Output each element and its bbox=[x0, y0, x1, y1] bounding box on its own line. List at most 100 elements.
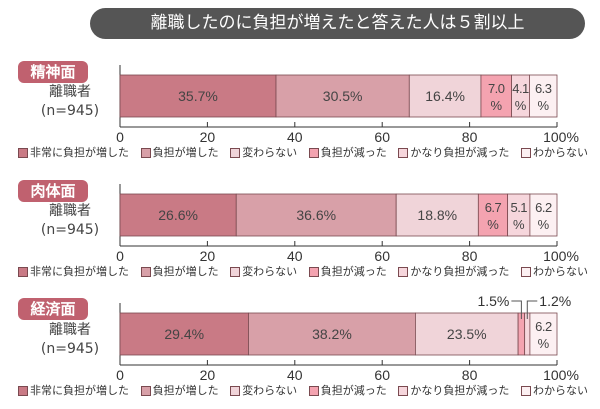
legend-item: わからない bbox=[520, 146, 588, 159]
x-tick-label: 20 bbox=[200, 367, 216, 383]
data-label: 30.5% bbox=[323, 88, 363, 104]
bar-segment bbox=[529, 74, 558, 118]
bar-segment bbox=[415, 312, 519, 356]
x-tick-label: 80 bbox=[462, 367, 478, 383]
legend-swatch bbox=[18, 266, 28, 277]
data-label: 16.4% bbox=[425, 88, 465, 104]
legend-item: 負担が減った bbox=[308, 265, 387, 278]
data-label-unit: % bbox=[538, 336, 550, 351]
x-tick-label: 0 bbox=[116, 248, 124, 264]
legend-swatch bbox=[520, 385, 531, 396]
data-label-unit: % bbox=[537, 98, 549, 113]
legend: 非常に負担が増した 負担が増した 変わらない 負担が減った かなり負担が減った わからない bbox=[18, 384, 588, 397]
x-tick-label: 80 bbox=[462, 129, 478, 145]
legend-item: かなり負担が減った bbox=[398, 384, 509, 397]
group-n: (n=945) bbox=[40, 341, 100, 357]
legend-item: 変わらない bbox=[230, 265, 297, 278]
data-label: 38.2% bbox=[312, 326, 352, 342]
panel-badge-physical: 肉体面 bbox=[18, 180, 88, 202]
data-label: 4.1 bbox=[512, 81, 529, 96]
legend-label: 変わらない bbox=[242, 146, 298, 159]
panel-badge-economic: 経済面 bbox=[18, 298, 88, 320]
group-name: 離職者 bbox=[49, 84, 91, 100]
bar-segment bbox=[119, 193, 237, 237]
legend-label: 非常に負担が増した bbox=[30, 265, 129, 278]
legend-label: 非常に負担が増した bbox=[30, 384, 129, 397]
legend-swatch bbox=[398, 385, 409, 396]
group-label: 離職者 (n=945) bbox=[30, 83, 110, 121]
legend-item: 非常に負担が増した bbox=[18, 265, 129, 278]
legend-item: 変わらない bbox=[230, 384, 297, 397]
x-tick-label: 0 bbox=[116, 367, 124, 383]
legend-label: わからない bbox=[532, 146, 588, 159]
bar-segment bbox=[477, 193, 509, 237]
data-label-unit: % bbox=[490, 98, 502, 113]
legend-swatch bbox=[230, 266, 241, 277]
x-tick-label: 40 bbox=[287, 367, 303, 383]
legend-label: 負担が減った bbox=[320, 265, 387, 278]
legend-swatch bbox=[18, 147, 28, 158]
legend: 非常に負担が増した 負担が増した 変わらない 負担が減った かなり負担が減った わからない bbox=[18, 265, 588, 278]
legend-label: 変わらない bbox=[242, 384, 298, 397]
legend-label: 負担が増した bbox=[152, 265, 219, 278]
legend-swatch bbox=[230, 385, 241, 396]
x-tick-label: 20 bbox=[200, 129, 216, 145]
legend: 非常に負担が増した 負担が増した 変わらない 負担が減った かなり負担が減った わからない bbox=[18, 146, 588, 159]
legend-item: 変わらない bbox=[230, 146, 297, 159]
x-tick-label: 100% bbox=[543, 248, 579, 264]
legend-swatch bbox=[140, 147, 151, 158]
bar-segment bbox=[480, 74, 512, 118]
legend-swatch bbox=[308, 147, 319, 158]
legend-label: 負担が増した bbox=[152, 146, 219, 159]
legend-swatch bbox=[308, 266, 319, 277]
x-tick-label: 60 bbox=[374, 248, 390, 264]
legend-label: わからない bbox=[532, 265, 588, 278]
x-tick-label: 40 bbox=[287, 248, 303, 264]
x-tick-label: 40 bbox=[287, 129, 303, 145]
legend-swatch bbox=[520, 266, 531, 277]
leader-line bbox=[526, 300, 538, 319]
data-label: 1.5% bbox=[477, 293, 509, 309]
data-label: 36.6% bbox=[296, 207, 336, 223]
legend-swatch bbox=[18, 385, 28, 396]
legend-item: 負担が減った bbox=[308, 384, 387, 397]
data-label: 6.2 bbox=[535, 319, 552, 334]
x-tick-label: 100% bbox=[543, 367, 579, 383]
legend-label: 非常に負担が増した bbox=[30, 146, 129, 159]
data-label: 35.7% bbox=[178, 88, 218, 104]
legend-swatch bbox=[140, 385, 151, 396]
legend-swatch bbox=[140, 266, 151, 277]
x-tick-label: 60 bbox=[374, 367, 390, 383]
group-n: (n=945) bbox=[40, 222, 100, 238]
data-label-unit: % bbox=[487, 217, 499, 232]
data-label: 6.2 bbox=[535, 200, 552, 215]
legend-swatch bbox=[520, 147, 531, 158]
data-label: 26.6% bbox=[158, 207, 198, 223]
bar-segment bbox=[529, 193, 558, 237]
legend-label: 負担が減った bbox=[320, 384, 387, 397]
data-label: 29.4% bbox=[164, 326, 204, 342]
legend-item: 非常に負担が増した bbox=[18, 384, 129, 397]
x-tick-label: 100% bbox=[543, 129, 579, 145]
legend-swatch bbox=[398, 147, 409, 158]
group-label: 離職者 (n=945) bbox=[30, 202, 110, 240]
legend-label: 負担が増した bbox=[152, 384, 219, 397]
x-tick-label: 60 bbox=[374, 129, 390, 145]
legend-item: かなり負担が減った bbox=[398, 265, 509, 278]
bar-segment bbox=[235, 193, 397, 237]
bar-segment bbox=[517, 312, 526, 356]
legend-label: 負担が減った bbox=[320, 146, 387, 159]
legend-swatch bbox=[308, 385, 319, 396]
legend-item: 負担が増した bbox=[140, 384, 219, 397]
data-label-unit: % bbox=[515, 98, 527, 113]
leader-line bbox=[511, 300, 522, 319]
legend-label: わからない bbox=[532, 384, 588, 397]
group-n: (n=945) bbox=[40, 103, 100, 119]
data-label: 6.3 bbox=[535, 81, 552, 96]
legend-item: 負担が増した bbox=[140, 265, 219, 278]
bar-segment bbox=[248, 312, 416, 356]
bar-segment bbox=[529, 312, 558, 356]
group-name: 離職者 bbox=[49, 203, 91, 219]
data-label: 1.2% bbox=[539, 293, 571, 309]
bar-segment bbox=[119, 312, 249, 356]
